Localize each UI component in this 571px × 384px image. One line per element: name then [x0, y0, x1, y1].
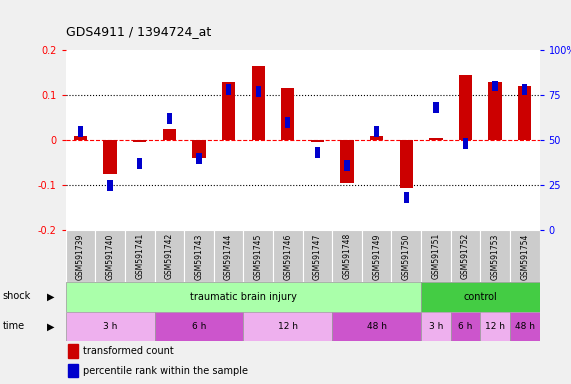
Bar: [463, 138, 468, 149]
Text: GSM591754: GSM591754: [520, 233, 529, 280]
Bar: [133, 140, 146, 142]
Bar: [155, 230, 184, 282]
Bar: [214, 230, 243, 282]
Text: 6 h: 6 h: [192, 322, 206, 331]
Text: GSM591748: GSM591748: [343, 233, 352, 280]
Bar: [421, 282, 540, 312]
Text: 48 h: 48 h: [515, 322, 535, 331]
Bar: [184, 230, 214, 282]
Text: GSM591741: GSM591741: [135, 233, 144, 280]
Bar: [167, 113, 172, 124]
Bar: [480, 230, 510, 282]
Text: transformed count: transformed count: [83, 346, 174, 356]
Bar: [510, 230, 540, 282]
Bar: [222, 81, 235, 140]
Bar: [226, 84, 231, 95]
Bar: [66, 312, 155, 341]
Bar: [68, 364, 78, 377]
Bar: [137, 158, 142, 169]
Text: ▶: ▶: [47, 291, 55, 301]
Text: GSM591752: GSM591752: [461, 233, 470, 280]
Bar: [480, 312, 510, 341]
Text: GSM591747: GSM591747: [313, 233, 322, 280]
Bar: [332, 312, 421, 341]
Bar: [311, 140, 324, 142]
Bar: [243, 312, 332, 341]
Text: 12 h: 12 h: [485, 322, 505, 331]
Bar: [155, 312, 243, 341]
Bar: [78, 126, 83, 137]
Text: GSM591751: GSM591751: [432, 233, 440, 280]
Text: 3 h: 3 h: [429, 322, 443, 331]
Text: time: time: [3, 321, 25, 331]
Bar: [285, 117, 291, 127]
Bar: [370, 136, 383, 140]
Bar: [103, 140, 116, 174]
Text: GDS4911 / 1394724_at: GDS4911 / 1394724_at: [66, 25, 211, 38]
Bar: [392, 230, 421, 282]
Text: GSM591742: GSM591742: [165, 233, 174, 280]
Bar: [404, 192, 409, 204]
Bar: [518, 86, 532, 140]
Bar: [196, 153, 202, 164]
Text: GSM591749: GSM591749: [372, 233, 381, 280]
Bar: [66, 282, 421, 312]
Text: ▶: ▶: [47, 321, 55, 331]
Bar: [374, 126, 379, 137]
Text: GSM591743: GSM591743: [195, 233, 203, 280]
Text: 12 h: 12 h: [278, 322, 298, 331]
Text: GSM591744: GSM591744: [224, 233, 233, 280]
Text: GSM591753: GSM591753: [490, 233, 500, 280]
Bar: [489, 81, 502, 140]
Bar: [451, 312, 480, 341]
Bar: [451, 230, 480, 282]
Bar: [362, 230, 392, 282]
Bar: [340, 140, 353, 183]
Text: GSM591740: GSM591740: [106, 233, 115, 280]
Bar: [332, 230, 362, 282]
Bar: [243, 230, 273, 282]
Bar: [252, 66, 265, 140]
Bar: [68, 344, 78, 358]
Text: percentile rank within the sample: percentile rank within the sample: [83, 366, 248, 376]
Bar: [303, 230, 332, 282]
Bar: [163, 129, 176, 140]
Bar: [510, 312, 540, 341]
Bar: [107, 180, 112, 191]
Bar: [433, 102, 439, 113]
Bar: [429, 138, 443, 140]
Bar: [281, 88, 295, 140]
Bar: [421, 230, 451, 282]
Bar: [493, 81, 498, 91]
Bar: [192, 140, 206, 158]
Bar: [344, 160, 349, 171]
Text: 3 h: 3 h: [103, 322, 117, 331]
Text: GSM591750: GSM591750: [402, 233, 411, 280]
Bar: [125, 230, 155, 282]
Bar: [421, 312, 451, 341]
Text: control: control: [464, 292, 497, 302]
Bar: [273, 230, 303, 282]
Bar: [522, 84, 528, 95]
Text: 6 h: 6 h: [459, 322, 473, 331]
Bar: [74, 136, 87, 140]
Text: GSM591739: GSM591739: [76, 233, 85, 280]
Bar: [459, 75, 472, 140]
Text: traumatic brain injury: traumatic brain injury: [190, 292, 297, 302]
Bar: [66, 230, 95, 282]
Text: 48 h: 48 h: [367, 322, 387, 331]
Bar: [315, 147, 320, 158]
Bar: [95, 230, 125, 282]
Bar: [400, 140, 413, 187]
Text: GSM591745: GSM591745: [254, 233, 263, 280]
Text: shock: shock: [3, 291, 31, 301]
Text: GSM591746: GSM591746: [283, 233, 292, 280]
Bar: [256, 86, 261, 97]
